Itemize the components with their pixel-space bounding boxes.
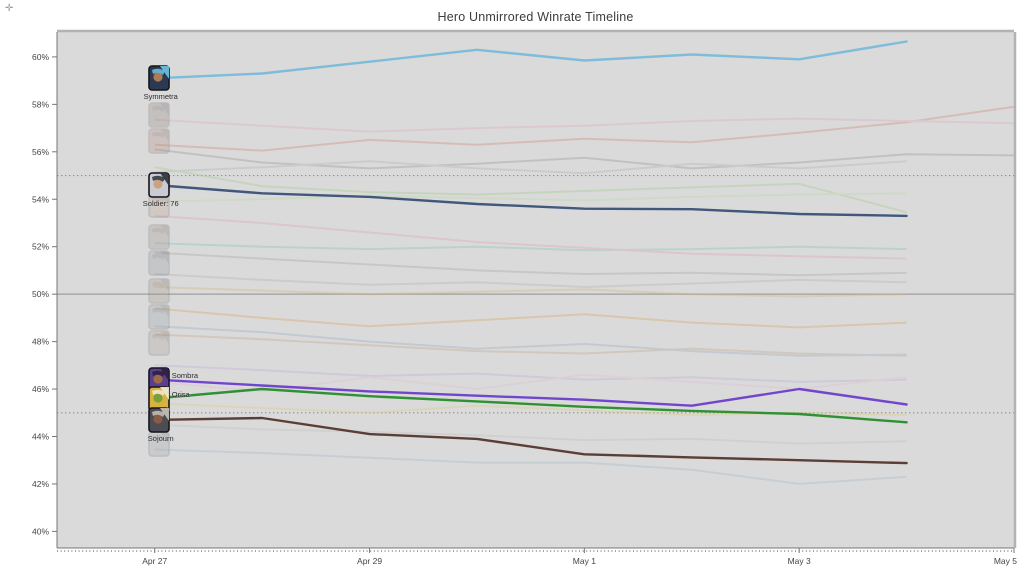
y-tick-label: 60% bbox=[32, 52, 49, 62]
hero-portrait-art bbox=[147, 102, 170, 128]
background-series-8[interactable] bbox=[154, 251, 907, 277]
x-tick-label: May 3 bbox=[788, 556, 811, 566]
hero-portrait-art bbox=[147, 303, 170, 330]
y-tick-label: 40% bbox=[32, 526, 49, 536]
hero-portrait-art bbox=[147, 224, 170, 251]
x-tick-label: May 5 bbox=[994, 556, 1017, 566]
y-tick-label: 58% bbox=[32, 99, 49, 109]
y-tick-label: 46% bbox=[32, 384, 49, 394]
y-tick-label: 50% bbox=[32, 289, 49, 299]
y-tick-label: 42% bbox=[32, 479, 49, 489]
background-series-2[interactable] bbox=[154, 148, 1015, 170]
y-tick-label: 52% bbox=[32, 242, 49, 252]
series-line-sombra[interactable] bbox=[153, 378, 908, 407]
background-series-1[interactable] bbox=[154, 117, 1015, 133]
hero-portrait-art bbox=[147, 250, 170, 277]
background-series-3[interactable] bbox=[154, 160, 907, 175]
background-series-5[interactable] bbox=[154, 192, 907, 203]
hero-portrait-art bbox=[147, 172, 170, 198]
hero-portrait-art bbox=[147, 430, 170, 457]
x-tick-label: Apr 29 bbox=[357, 556, 382, 566]
background-series-9[interactable] bbox=[154, 286, 907, 298]
y-tick-label: 48% bbox=[32, 337, 49, 347]
background-series-11[interactable] bbox=[154, 307, 907, 329]
series-line-orisa[interactable] bbox=[153, 387, 908, 424]
hero-portrait-art bbox=[147, 329, 170, 356]
hero-portrait-art bbox=[147, 65, 170, 92]
background-series-13[interactable] bbox=[154, 325, 907, 357]
background-series-7[interactable] bbox=[154, 214, 907, 260]
series-line-sojourn[interactable] bbox=[153, 416, 908, 465]
background-series-12[interactable] bbox=[154, 333, 907, 357]
background-series-18[interactable] bbox=[154, 423, 907, 445]
chart-title: Hero Unmirrored Winrate Timeline bbox=[437, 10, 634, 24]
hero-portrait-art bbox=[147, 407, 170, 433]
hero-portrait-art bbox=[147, 366, 170, 393]
hero-portrait-art bbox=[147, 128, 170, 154]
background-series-0[interactable] bbox=[154, 105, 1015, 152]
series-line-soldier-76[interactable] bbox=[153, 183, 908, 218]
series-line-symmetra[interactable] bbox=[153, 40, 908, 80]
y-tick-label: 54% bbox=[32, 194, 49, 204]
background-series-6[interactable] bbox=[154, 242, 907, 252]
y-tick-label: 56% bbox=[32, 147, 49, 157]
move-handle-icon[interactable]: ✛ bbox=[5, 3, 14, 14]
hero-portrait-art bbox=[147, 277, 170, 304]
x-tick-label: May 1 bbox=[573, 556, 596, 566]
y-tick-label: 44% bbox=[32, 431, 49, 441]
background-series-10[interactable] bbox=[154, 273, 907, 288]
background-series-group bbox=[154, 105, 1015, 485]
background-series-14[interactable] bbox=[154, 364, 907, 383]
background-series-17[interactable] bbox=[154, 448, 907, 485]
background-series-4[interactable] bbox=[154, 166, 907, 214]
x-tick-label: Apr 27 bbox=[142, 556, 167, 566]
